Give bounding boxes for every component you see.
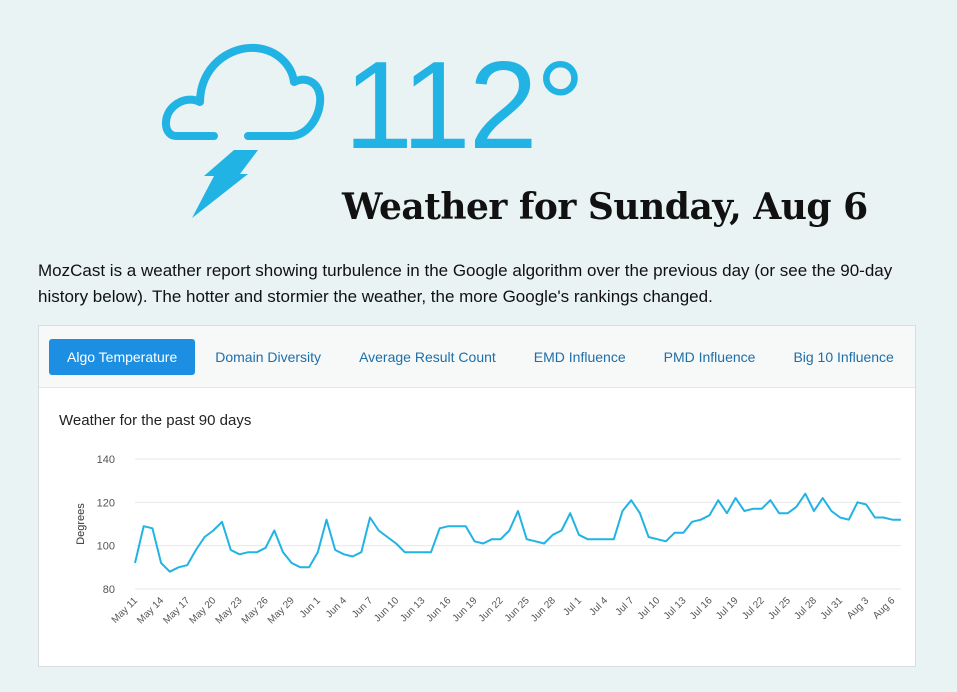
tab-average-result-count[interactable]: Average Result Count — [359, 348, 496, 365]
tab-algo-temperature[interactable]: Algo Temperature — [49, 338, 196, 375]
x-tick-label: Jun 25 — [503, 595, 532, 624]
x-tick-label: Jun 19 — [451, 595, 480, 624]
x-tick-label: May 26 — [240, 595, 271, 626]
intro-text: MozCast is a weather report showing turb… — [38, 261, 893, 306]
x-tick-label: Jul 13 — [662, 595, 689, 622]
x-tick-label: Jul 22 — [740, 595, 767, 622]
tab-emd-influence[interactable]: EMD Influence — [533, 348, 626, 365]
temperature: 112° — [344, 37, 585, 175]
series-line — [134, 492, 901, 573]
x-tick-label: Jul 25 — [766, 595, 793, 622]
chart-title: Weather for the past 90 days — [59, 412, 252, 429]
tab-pmd-influence[interactable]: PMD Influence — [663, 348, 756, 365]
y-tick-label: 80 — [103, 584, 115, 596]
y-tick-label: 120 — [97, 497, 115, 509]
x-tick-label: Jun 4 — [324, 595, 349, 620]
x-tick-label: Jun 28 — [529, 595, 558, 624]
tab-bar: Algo Temperature Domain Diversity Averag… — [39, 326, 915, 388]
x-tick-label: May 17 — [161, 595, 192, 626]
x-tick-label: Jun 22 — [477, 595, 506, 624]
x-tick-label: Aug 3 — [845, 595, 872, 622]
chart-panel: Algo Temperature Domain Diversity Averag… — [38, 325, 916, 667]
x-tick-label: Jul 4 — [587, 595, 610, 618]
x-tick-label: Aug 6 — [871, 595, 898, 622]
x-tick-label: Jul 7 — [614, 595, 637, 618]
y-tick-label: 140 — [97, 454, 115, 466]
x-tick-label: May 20 — [187, 595, 218, 626]
x-tick-label: Jun 1 — [298, 595, 323, 620]
x-tick-label: May 14 — [135, 595, 166, 626]
y-axis-label: Degrees — [75, 503, 87, 545]
x-tick-label: May 23 — [214, 595, 245, 626]
x-tick-label: Jul 28 — [792, 595, 819, 622]
x-tick-label: May 11 — [110, 595, 141, 626]
tab-domain-diversity[interactable]: Domain Diversity — [215, 348, 322, 365]
y-tick-label: 100 — [97, 541, 115, 553]
tab-big-10-influence[interactable]: Big 10 Influence — [793, 348, 894, 365]
x-tick-label: Jul 16 — [688, 595, 715, 622]
x-tick-label: May 29 — [266, 595, 297, 626]
x-tick-label: Jun 13 — [398, 595, 427, 624]
x-tick-label: Jul 1 — [561, 595, 584, 618]
x-tick-label: Jun 10 — [372, 595, 401, 624]
x-tick-label: Jul 10 — [636, 595, 663, 622]
x-tick-label: Jul 19 — [714, 595, 741, 622]
x-tick-label: Jul 31 — [819, 595, 846, 622]
storm-cloud-lightning-icon — [162, 43, 325, 218]
hero: 112° Weather for Sunday, Aug 6 — [0, 0, 957, 250]
x-tick-label: Jun 16 — [424, 595, 453, 624]
page-title: Weather for Sunday, Aug 6 — [342, 186, 868, 228]
